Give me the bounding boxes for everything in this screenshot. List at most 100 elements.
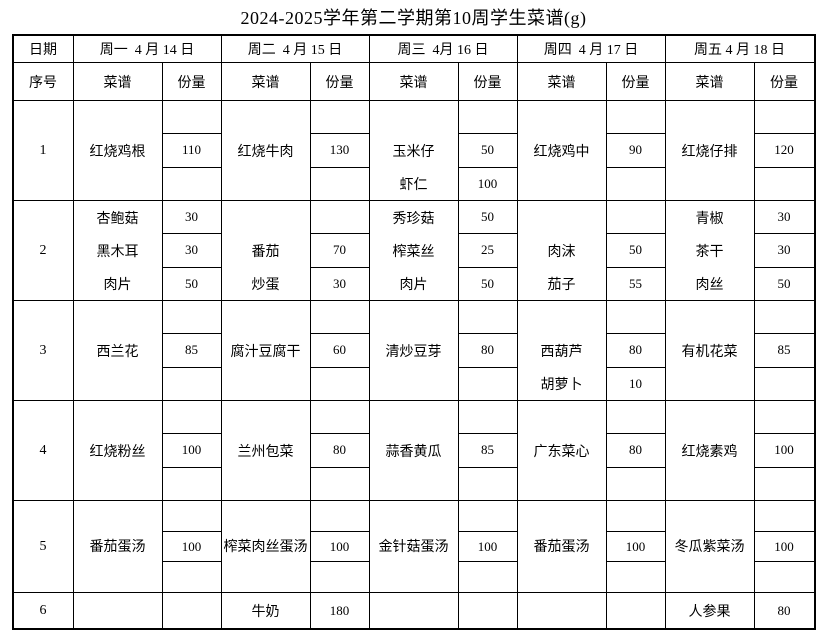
serial-cell: 3 [14, 301, 74, 400]
dish-cell: 腐汁豆腐干 [222, 301, 311, 400]
portion-value [459, 468, 517, 500]
dish-name: 肉丝 [695, 277, 724, 293]
portion-value [310, 101, 369, 135]
dish-cell: 玉米仔 虾仁 [370, 101, 459, 200]
dish-name [518, 467, 606, 500]
portion-value: 30 [162, 201, 221, 235]
portion-value [163, 468, 221, 500]
portion-value [458, 101, 517, 135]
dish-name [74, 101, 162, 134]
dish-name [222, 562, 310, 592]
dish-name: 西葫芦 [540, 344, 583, 360]
portion-value [458, 501, 517, 532]
dish-name: 红烧鸡中 [533, 144, 590, 160]
dish-name: 虾仁 [399, 177, 428, 193]
portion-value [754, 401, 814, 435]
portion-value: 90 [606, 134, 665, 168]
dish-name: 金针菇蛋汤 [378, 540, 449, 556]
dish-name [370, 501, 458, 531]
portion-cell: 50 100 [458, 101, 518, 200]
portion-value: 180 [329, 602, 350, 618]
dish-name: 茄子 [547, 277, 576, 293]
dish-name [74, 367, 162, 400]
dish-name: 番茄 [251, 244, 280, 260]
portion-value: 100 [754, 434, 814, 468]
dish-name [518, 301, 606, 334]
page-title: 2024-2025学年第二学期第10周学生菜谱(g) [240, 8, 587, 28]
day-header-wednesday: 周三 4月 16 日 [370, 36, 518, 62]
portion-value [311, 468, 369, 500]
portion-value: 70 [310, 234, 369, 268]
portion-value: 110 [162, 134, 221, 168]
portion-value [162, 401, 221, 435]
dish-name: 有机花菜 [681, 344, 738, 360]
menu-table: 日期 周一 4 月 14 日 周二 4 月 15 日 周三 4月 16 日 周四… [11, 34, 816, 630]
dish-name [74, 167, 162, 200]
portion-value [311, 562, 369, 592]
dish-name: 杏鲍菇 [96, 211, 139, 227]
portion-label-cell: 份量 [770, 75, 798, 91]
portion-value [458, 401, 517, 435]
dish-cell [370, 593, 459, 628]
dish-name: 红烧素鸡 [681, 444, 738, 460]
portion-value [163, 168, 221, 200]
portion-value: 80 [310, 434, 369, 468]
portion-label-cell: 份量 [311, 63, 370, 100]
portion-value: 10 [629, 375, 642, 391]
portion-value [755, 562, 814, 592]
dish-cell: 青椒 茶干 肉丝 [666, 201, 755, 300]
dish-name: 黑木耳 [96, 244, 139, 260]
dish-name [518, 101, 606, 134]
dish-name: 榨菜肉丝蛋汤 [223, 540, 308, 556]
portion-cell: 80 10 [606, 301, 666, 400]
dish-cell: 西葫芦 胡萝卜 [518, 301, 607, 400]
dish-label-cell: 菜谱 [222, 63, 311, 100]
dish-cell: 清炒豆芽 [370, 301, 459, 400]
portion-cell: 70 30 [310, 201, 370, 300]
dish-name: 青椒 [695, 211, 724, 227]
dish-cell: 番茄蛋汤 [518, 501, 607, 592]
dish-cell: 红烧粉丝 [74, 401, 163, 500]
dish-cell: 牛奶 [222, 593, 311, 628]
portion-cell: 130 [310, 101, 370, 200]
portion-value [607, 593, 665, 628]
portion-cell: 100 [162, 401, 222, 500]
dish-name [518, 562, 606, 592]
dish-name [74, 401, 162, 434]
dish-name: 冬瓜紫菜汤 [674, 540, 745, 556]
dish-name [666, 562, 754, 592]
portion-cell: 110 [162, 101, 222, 200]
dish-name: 红烧鸡根 [89, 144, 146, 160]
dish-name: 广东菜心 [533, 444, 590, 460]
portion-value: 100 [606, 532, 665, 563]
dish-name [370, 367, 458, 400]
dish-name [222, 201, 310, 234]
dish-cell: 榨菜肉丝蛋汤 [222, 501, 311, 592]
dish-name [222, 467, 310, 500]
portion-cell: 30 30 50 [162, 201, 222, 300]
table-row: 2 杏鲍菇 黑木耳 肉片 30 30 50 番茄 炒蛋 70 30 秀珍菇 榨菜丝 肉片 50 25 50 肉沫茄… [13, 201, 814, 301]
serial-cell: 6 [14, 593, 74, 628]
portion-value [310, 401, 369, 435]
dish-name: 肉沫 [547, 244, 576, 260]
table-row: 1 红烧鸡根 110 红烧牛肉 130 玉米仔 虾仁 50 100 红烧鸡中 90 红烧仔排 120 [13, 101, 814, 201]
dish-cell: 人参果 [666, 593, 755, 628]
serial-cell: 4 [14, 401, 74, 500]
dish-name [666, 467, 754, 500]
serial-cell: 1 [14, 101, 74, 200]
portion-value [459, 368, 517, 400]
portion-value: 50 [606, 234, 665, 268]
dish-label-cell: 菜谱 [74, 63, 163, 100]
dish-cell: 广东菜心 [518, 401, 607, 500]
portion-value [459, 562, 517, 592]
portion-value: 120 [754, 134, 814, 168]
portion-cell: 85 [458, 401, 518, 500]
dish-cell: 冬瓜紫菜汤 [666, 501, 755, 592]
dish-name [370, 593, 458, 628]
portion-cell: 80 [310, 401, 370, 500]
dish-name [666, 401, 754, 434]
dish-name: 人参果 [688, 604, 731, 620]
dish-name [370, 401, 458, 434]
dish-name: 西兰花 [96, 344, 139, 360]
